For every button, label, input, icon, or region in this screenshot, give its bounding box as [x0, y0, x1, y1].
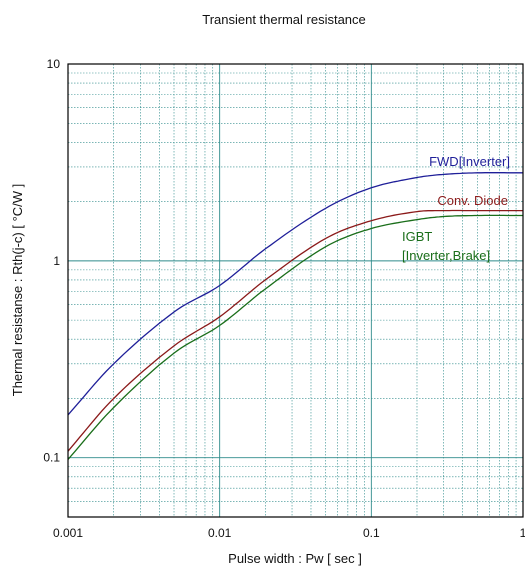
x-tick-label: 0.1 [363, 526, 380, 540]
series-line [67, 214, 523, 460]
plot-area [68, 64, 523, 517]
series-label: IGBT [402, 229, 432, 244]
series-line [67, 172, 523, 416]
series-label: Conv. Diode [437, 193, 508, 208]
x-tick-label: 0.01 [208, 526, 232, 540]
x-axis-label: Pulse width : Pw [ sec ] [228, 551, 362, 566]
plot-frame [67, 63, 524, 518]
series-line [67, 209, 523, 452]
y-tick-label: 1 [53, 254, 60, 268]
series-label: FWD[Inverter] [429, 154, 510, 169]
grid [67, 64, 523, 518]
x-tick-labels: 0.001 0.01 0.1 1 [53, 526, 525, 540]
y-tick-labels: 0.1 1 10 [43, 57, 60, 465]
series-group [67, 172, 523, 460]
series-labels: FWD[Inverter] Conv. Diode IGBT [Inverter,Br… [402, 154, 510, 263]
y-axis-label: Thermal resistanse : Rth(j-c) [ °C/W ] [10, 184, 25, 397]
chart-title: Transient thermal resistance [202, 12, 366, 27]
x-tick-label: 0.001 [53, 526, 83, 540]
series-label: [Inverter,Brake] [402, 248, 490, 263]
y-tick-label: 10 [47, 57, 61, 71]
y-tick-label: 0.1 [43, 451, 60, 465]
x-tick-label: 1 [520, 526, 525, 540]
